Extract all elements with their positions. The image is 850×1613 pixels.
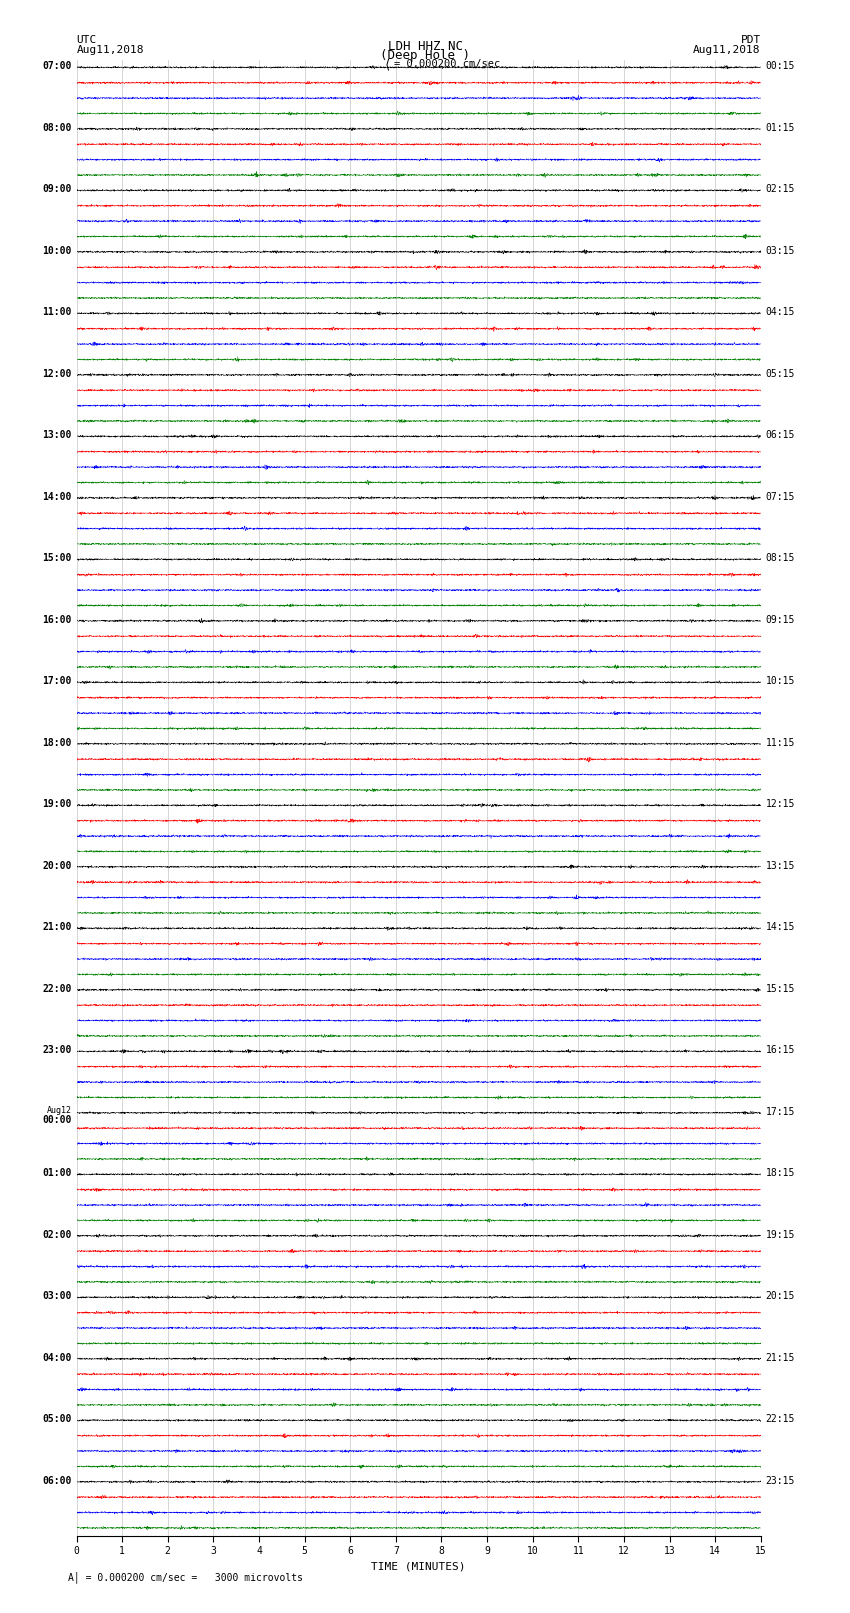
Text: 09:15: 09:15 xyxy=(766,615,795,624)
Text: 02:15: 02:15 xyxy=(766,184,795,194)
Text: 05:00: 05:00 xyxy=(42,1415,71,1424)
Text: 23:00: 23:00 xyxy=(42,1045,71,1055)
Text: 04:00: 04:00 xyxy=(42,1353,71,1363)
Text: 01:00: 01:00 xyxy=(42,1168,71,1177)
Text: = 0.000200 cm/sec: = 0.000200 cm/sec xyxy=(394,58,500,69)
Text: 17:15: 17:15 xyxy=(766,1107,795,1116)
Text: Aug12: Aug12 xyxy=(47,1107,71,1115)
Text: 10:00: 10:00 xyxy=(42,245,71,256)
Text: 04:15: 04:15 xyxy=(766,306,795,318)
Text: 02:00: 02:00 xyxy=(42,1229,71,1240)
Text: 03:00: 03:00 xyxy=(42,1290,71,1302)
Text: 06:00: 06:00 xyxy=(42,1476,71,1486)
Text: 07:15: 07:15 xyxy=(766,492,795,502)
Text: 07:00: 07:00 xyxy=(42,61,71,71)
Text: 21:00: 21:00 xyxy=(42,923,71,932)
Text: LDH HHZ NC: LDH HHZ NC xyxy=(388,39,462,53)
Text: 05:15: 05:15 xyxy=(766,369,795,379)
Text: 08:00: 08:00 xyxy=(42,123,71,132)
Text: 20:00: 20:00 xyxy=(42,861,71,871)
Text: 10:15: 10:15 xyxy=(766,676,795,686)
Text: 22:15: 22:15 xyxy=(766,1415,795,1424)
Text: 13:00: 13:00 xyxy=(42,431,71,440)
Text: 00:15: 00:15 xyxy=(766,61,795,71)
Text: 09:00: 09:00 xyxy=(42,184,71,194)
Text: 12:00: 12:00 xyxy=(42,369,71,379)
Text: 16:15: 16:15 xyxy=(766,1045,795,1055)
Text: Aug11,2018: Aug11,2018 xyxy=(76,45,144,55)
Text: 00:00: 00:00 xyxy=(42,1115,71,1126)
Text: UTC: UTC xyxy=(76,35,97,45)
Text: 01:15: 01:15 xyxy=(766,123,795,132)
Text: 11:15: 11:15 xyxy=(766,737,795,748)
X-axis label: TIME (MINUTES): TIME (MINUTES) xyxy=(371,1561,466,1571)
Text: 08:15: 08:15 xyxy=(766,553,795,563)
Text: 13:15: 13:15 xyxy=(766,861,795,871)
Text: 03:15: 03:15 xyxy=(766,245,795,256)
Text: 14:00: 14:00 xyxy=(42,492,71,502)
Text: 20:15: 20:15 xyxy=(766,1290,795,1302)
Text: 19:00: 19:00 xyxy=(42,798,71,810)
Text: Aug11,2018: Aug11,2018 xyxy=(694,45,761,55)
Text: 12:15: 12:15 xyxy=(766,798,795,810)
Text: 15:00: 15:00 xyxy=(42,553,71,563)
Text: 14:15: 14:15 xyxy=(766,923,795,932)
Text: 21:15: 21:15 xyxy=(766,1353,795,1363)
Text: 19:15: 19:15 xyxy=(766,1229,795,1240)
Text: 06:15: 06:15 xyxy=(766,431,795,440)
Text: 15:15: 15:15 xyxy=(766,984,795,994)
Text: (Deep Hole ): (Deep Hole ) xyxy=(380,50,470,63)
Text: 18:00: 18:00 xyxy=(42,737,71,748)
Text: A│ = 0.000200 cm/sec =   3000 microvolts: A│ = 0.000200 cm/sec = 3000 microvolts xyxy=(68,1571,303,1582)
Text: 23:15: 23:15 xyxy=(766,1476,795,1486)
Text: ⟨: ⟨ xyxy=(383,58,391,73)
Text: 16:00: 16:00 xyxy=(42,615,71,624)
Text: 17:00: 17:00 xyxy=(42,676,71,686)
Text: 11:00: 11:00 xyxy=(42,306,71,318)
Text: 18:15: 18:15 xyxy=(766,1168,795,1177)
Text: 22:00: 22:00 xyxy=(42,984,71,994)
Text: PDT: PDT xyxy=(740,35,761,45)
